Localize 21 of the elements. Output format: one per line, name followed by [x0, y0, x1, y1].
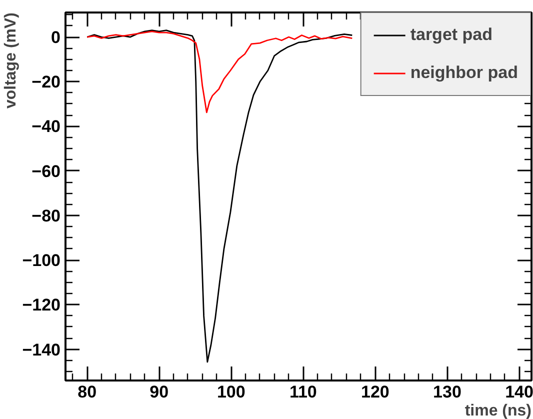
y-tick-label: −100	[22, 251, 61, 270]
y-tick-label: −140	[22, 340, 61, 360]
x-tick-label: 110	[289, 382, 317, 402]
x-tick-label: 80	[78, 382, 97, 402]
y-tick-label: −80	[32, 206, 61, 226]
y-tick-label: −40	[32, 117, 61, 136]
legend-label: target pad	[410, 25, 493, 45]
x-tick-label: 90	[150, 382, 169, 402]
y-tick-label: −20	[32, 72, 61, 92]
legend-label: neighbor pad	[410, 63, 518, 83]
y-tick-label: 0	[51, 28, 61, 48]
x-tick-label: 120	[361, 382, 390, 402]
x-tick-label: 140	[505, 382, 533, 402]
x-tick-label: 100	[216, 382, 246, 402]
y-axis-title: voltage (mV)	[2, 12, 20, 109]
x-axis-title: time (ns)	[464, 402, 532, 419]
y-tick-label: −60	[32, 162, 61, 181]
line-series	[86, 30, 353, 114]
line-series	[86, 30, 353, 363]
y-tick-label: −120	[22, 296, 61, 315]
x-tick-label: 130	[433, 382, 462, 402]
